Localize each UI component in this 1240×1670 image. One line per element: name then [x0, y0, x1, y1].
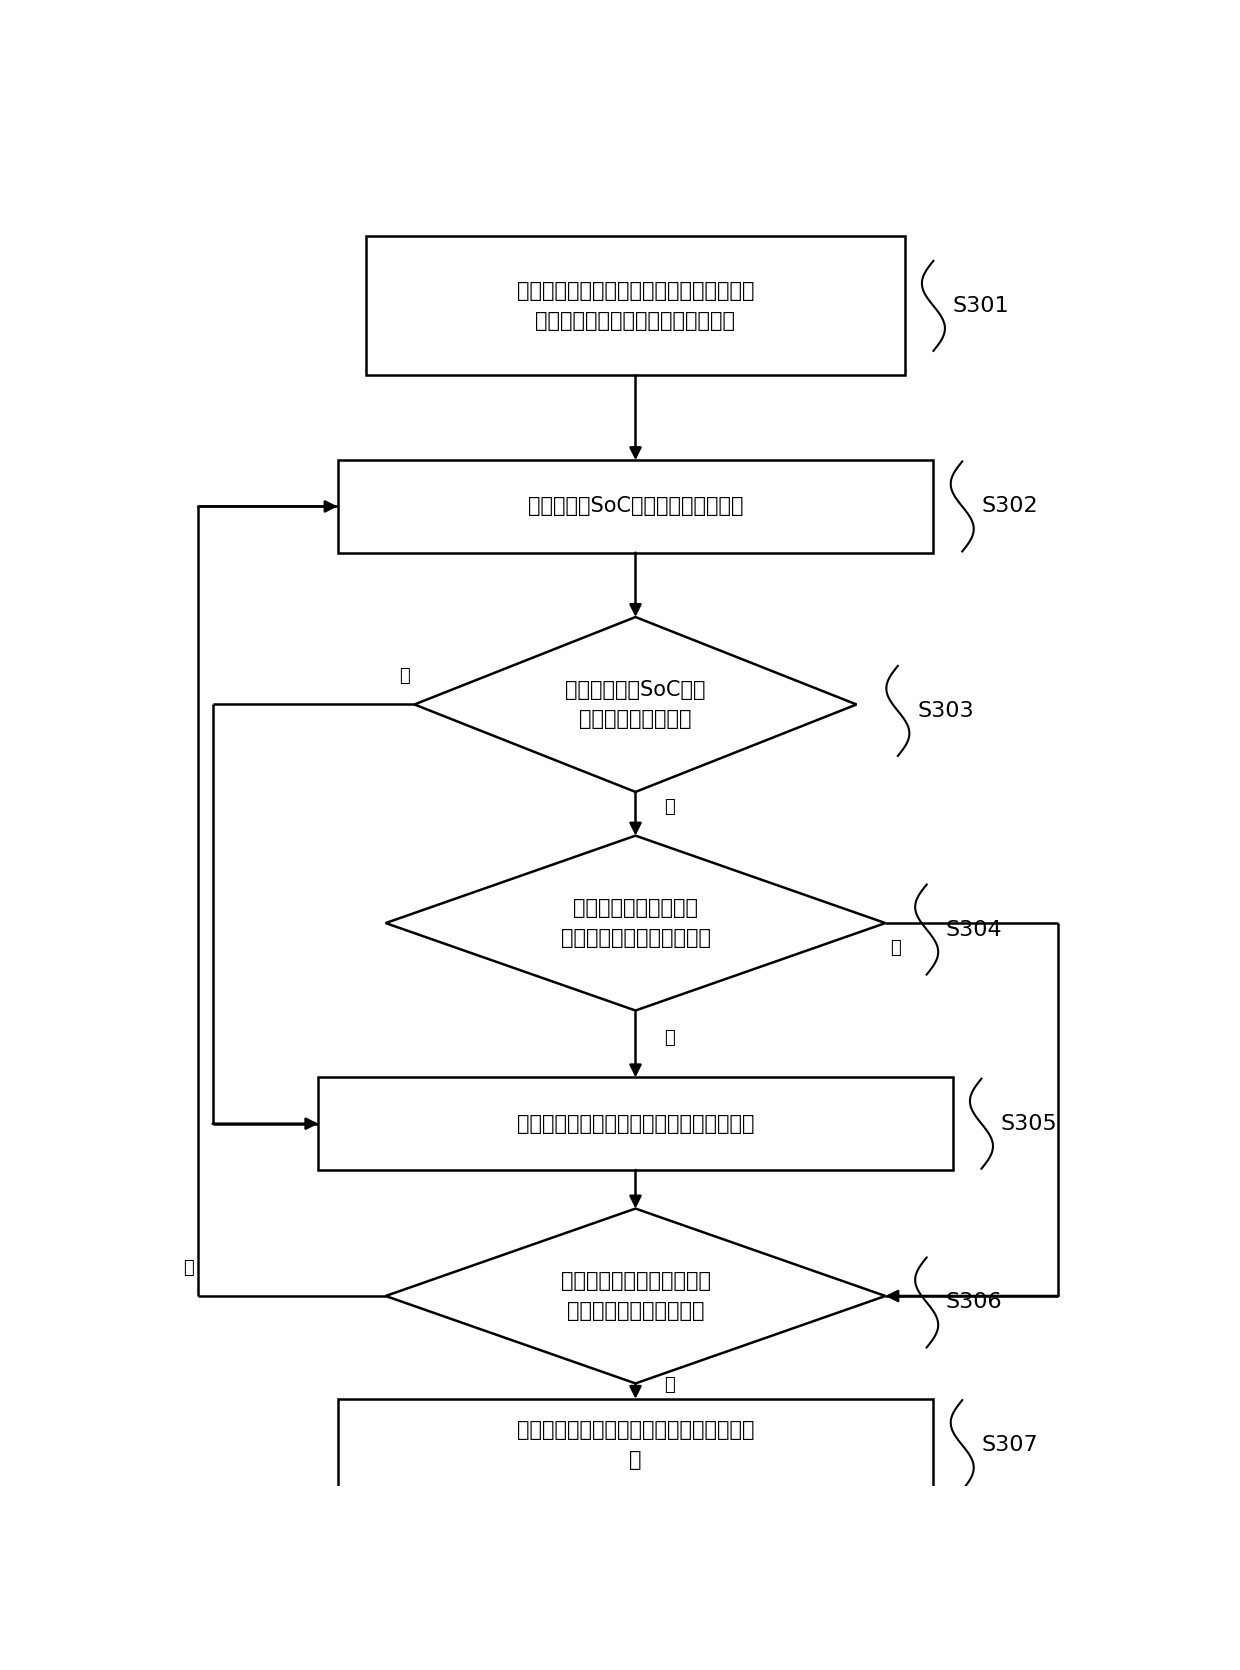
Text: 动力电池单体均衡启动后，均衡回路闭合，
同时计时器开始对均衡时间进行计时: 动力电池单体均衡启动后，均衡回路闭合， 同时计时器开始对均衡时间进行计时	[517, 281, 754, 331]
Text: S306: S306	[946, 1293, 1002, 1313]
Text: 对满足均衡终止条件的动力电池单体停止均
衡: 对满足均衡终止条件的动力电池单体停止均 衡	[517, 1421, 754, 1470]
Text: 判断动力电池静置时间
是否达到均衡中止静置时间: 判断动力电池静置时间 是否达到均衡中止静置时间	[560, 898, 711, 949]
Text: S307: S307	[982, 1435, 1038, 1455]
Text: S302: S302	[982, 496, 1038, 516]
Polygon shape	[386, 1209, 885, 1383]
Text: 均衡回路断开，动力电池单体均衡过程中止: 均衡回路断开，动力电池单体均衡过程中止	[517, 1114, 754, 1134]
Text: 是: 是	[665, 1029, 675, 1047]
Bar	[367, 237, 905, 376]
Bar	[337, 1399, 934, 1491]
Text: 否: 否	[890, 939, 901, 957]
Text: 判断动力电池SoC是否
达到均衡中止预设值: 判断动力电池SoC是否 达到均衡中止预设值	[565, 680, 706, 730]
Text: S304: S304	[946, 920, 1002, 940]
Text: 判断均衡回路闭合累计时间
是否达到均衡时间计算值: 判断均衡回路闭合累计时间 是否达到均衡时间计算值	[560, 1271, 711, 1321]
Text: 否: 否	[665, 798, 675, 817]
Bar	[319, 1077, 952, 1171]
Polygon shape	[386, 835, 885, 1010]
Text: 否: 否	[182, 1259, 193, 1276]
Text: S301: S301	[952, 296, 1009, 316]
Text: S303: S303	[918, 701, 973, 721]
Text: 对动力电池SoC及均衡时间进行监控: 对动力电池SoC及均衡时间进行监控	[528, 496, 743, 516]
Bar	[337, 461, 934, 553]
Text: 是: 是	[399, 668, 409, 685]
Text: S305: S305	[1001, 1114, 1058, 1134]
Polygon shape	[414, 616, 857, 792]
Text: 是: 是	[665, 1376, 675, 1394]
